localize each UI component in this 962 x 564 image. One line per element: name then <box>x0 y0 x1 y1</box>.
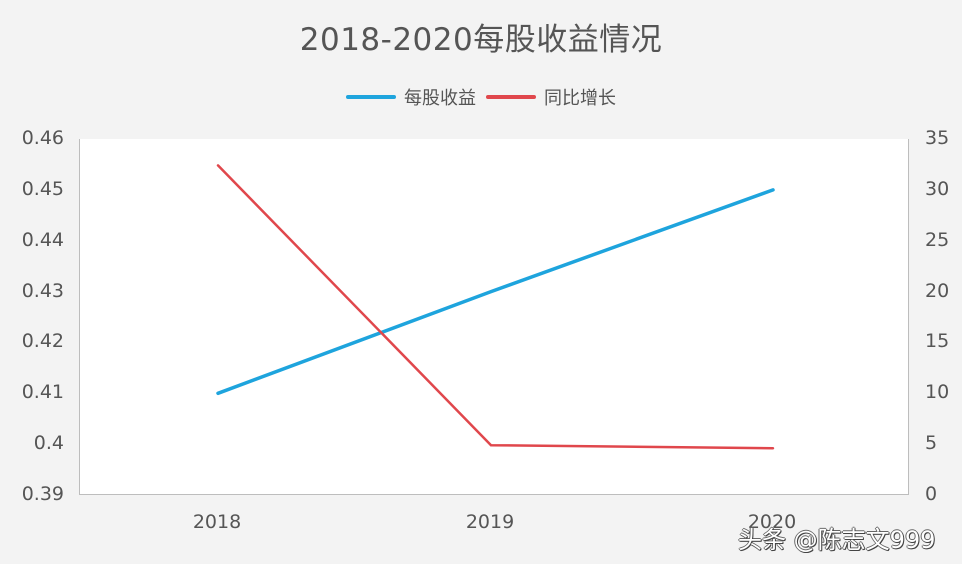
y-tick-left: 0.39 <box>21 483 64 505</box>
y-tick-right: 5 <box>925 432 938 455</box>
legend: 每股收益 同比增长 <box>0 84 962 110</box>
legend-item-eps[interactable]: 每股收益 <box>346 84 476 110</box>
y-tick-right: 20 <box>925 279 950 302</box>
x-tick: 2020 <box>747 511 797 533</box>
legend-swatch-eps <box>346 95 396 99</box>
legend-label-eps: 每股收益 <box>404 88 476 109</box>
series-line-eps[interactable] <box>216 188 775 396</box>
plot-area <box>79 139 909 495</box>
y-tick-right: 10 <box>925 381 950 404</box>
line-series <box>216 164 775 450</box>
y-tick-right: 25 <box>925 228 950 251</box>
y-tick-left: 0.45 <box>21 177 64 200</box>
y-tick-left: 0.44 <box>21 228 64 251</box>
y-tick-right: 35 <box>925 127 950 149</box>
y-tick-left: 0.41 <box>21 381 64 404</box>
y-tick-left: 0.46 <box>21 127 64 149</box>
chart-title: 2018-2020每股收益情况 <box>299 22 663 58</box>
watermark: 头条 @陈志文999 <box>738 526 936 554</box>
series-line-yoy[interactable] <box>216 164 775 450</box>
y-tick-left: 0.43 <box>21 279 64 302</box>
x-tick: 2019 <box>465 511 515 533</box>
legend-item-yoy-growth[interactable]: 同比增长 <box>486 84 616 110</box>
legend-swatch-yoy <box>486 95 536 99</box>
x-tick: 2018 <box>192 511 242 533</box>
y-tick-left: 0.42 <box>21 330 64 353</box>
y-tick-right: 0 <box>925 483 938 505</box>
legend-label-yoy: 同比增长 <box>544 88 616 109</box>
y-tick-right: 30 <box>925 177 950 200</box>
y-tick-left: 0.4 <box>33 432 64 455</box>
y-tick-right: 15 <box>925 330 950 353</box>
